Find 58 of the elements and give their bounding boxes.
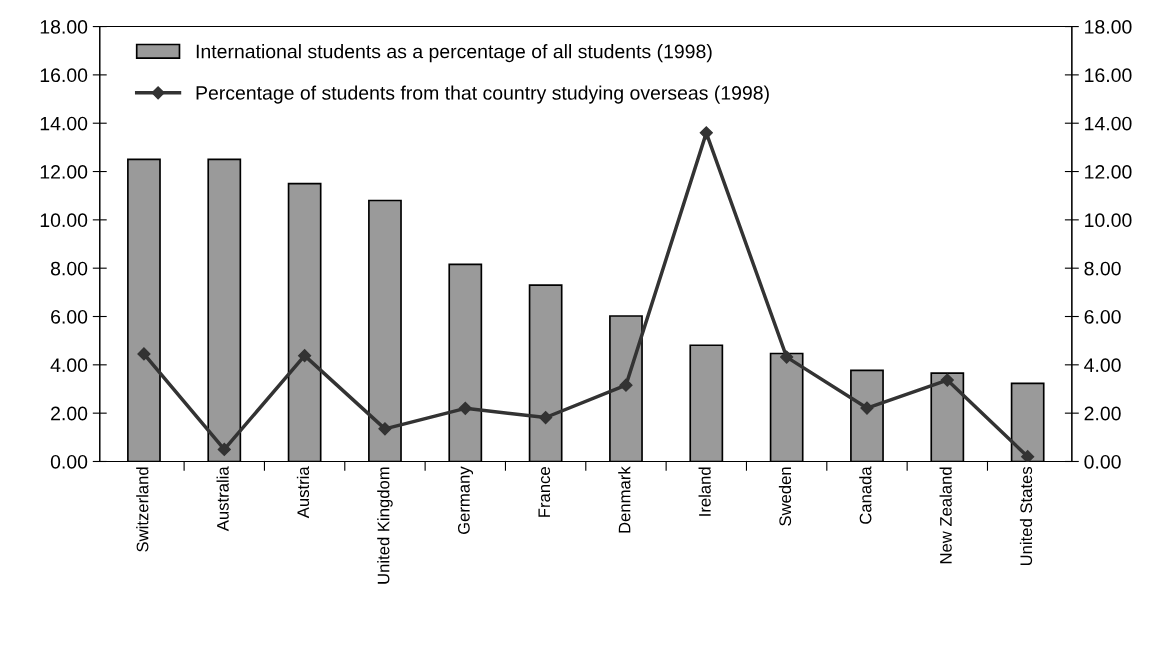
y2-tick-label: 10.00	[1085, 213, 1132, 228]
bar	[287, 182, 322, 462]
x-tick-label: Austria	[296, 466, 310, 519]
bar	[528, 284, 563, 462]
y-tick-label: 12.00	[40, 165, 88, 179]
bar	[689, 344, 724, 462]
y-tick-label: 18.00	[40, 20, 88, 34]
point	[458, 401, 472, 415]
legend-label: International students as a percentage of all students (1998)	[196, 44, 712, 63]
y-tick-label: 0.00	[50, 454, 88, 469]
point	[539, 410, 553, 425]
y-tick-label: 6.00	[51, 309, 88, 324]
point	[699, 126, 713, 140]
point	[217, 442, 231, 456]
x-tick-label: Ireland	[698, 467, 711, 516]
bar	[930, 372, 965, 462]
x-tick-label: Germany	[457, 466, 474, 535]
bar	[1010, 382, 1045, 462]
y2-tick-label: 0.00	[1084, 454, 1121, 469]
x-tick-label: Switzerland	[136, 467, 149, 552]
y2-tick-label: 18.00	[1085, 20, 1132, 34]
x-tick-label: Sweden	[778, 467, 792, 526]
x-tick-label: United States	[1019, 466, 1033, 566]
x-tick-label: Canada	[859, 466, 872, 524]
y-tick-label: 16.00	[40, 68, 88, 83]
y2-tick-label: 8.00	[1084, 261, 1121, 276]
point	[780, 350, 794, 364]
point	[378, 422, 392, 436]
bar	[769, 352, 804, 462]
x-tick-label: Denmark	[618, 466, 631, 533]
bar	[448, 263, 483, 462]
point	[298, 349, 312, 363]
y-tick-label: 10.00	[40, 213, 88, 228]
x-tick-label: France	[538, 467, 551, 517]
y2-tick-label: 14.00	[1085, 116, 1132, 131]
y2-tick-label: 2.00	[1084, 406, 1121, 421]
point	[137, 347, 151, 361]
y-tick-label: 4.00	[50, 358, 88, 373]
y2-tick-label: 4.00	[1084, 358, 1121, 373]
y2-tick-label: 16.00	[1085, 68, 1132, 83]
x-tick-label: United Kingdom	[377, 467, 393, 584]
bar	[368, 199, 402, 462]
legend-label: Percentage of students from that country studying overseas (1998)	[196, 85, 769, 104]
y-tick-label: 14.00	[40, 116, 88, 131]
x-tick-label: Australia	[216, 466, 229, 532]
y-tick-label: 2.00	[51, 406, 88, 421]
point	[940, 373, 954, 387]
y-tick-label: 8.00	[50, 261, 88, 276]
point	[619, 378, 633, 392]
x-tick-label: New Zealand	[939, 467, 952, 564]
bar	[850, 369, 884, 462]
y2-tick-label: 6.00	[1084, 309, 1121, 324]
point	[860, 401, 874, 415]
bar	[127, 158, 161, 462]
bar	[207, 158, 242, 462]
y2-tick-label: 12.00	[1085, 165, 1132, 179]
bar	[609, 315, 643, 462]
point	[1021, 450, 1035, 462]
